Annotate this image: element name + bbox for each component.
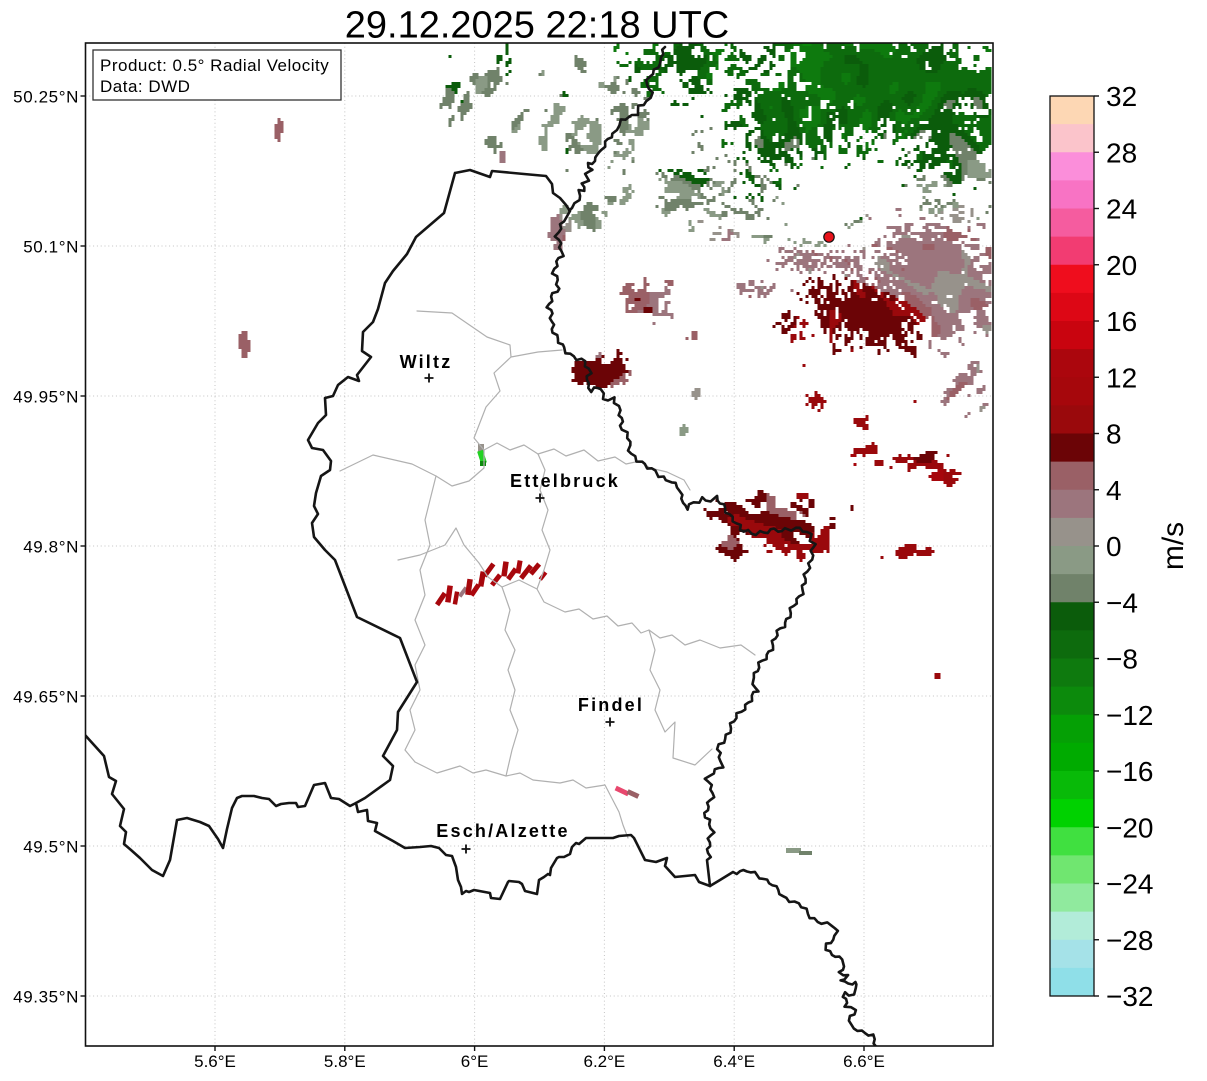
svg-text:4: 4 [1106, 475, 1122, 506]
svg-text:20: 20 [1106, 250, 1137, 281]
svg-text:49.35°N: 49.35°N [13, 988, 79, 1007]
svg-text:29.12.2025 22:18 UTC: 29.12.2025 22:18 UTC [345, 5, 730, 47]
svg-text:12: 12 [1106, 362, 1137, 393]
svg-text:49.8°N: 49.8°N [23, 538, 79, 557]
svg-text:6.2°E: 6.2°E [584, 1052, 626, 1071]
svg-text:6.4°E: 6.4°E [713, 1052, 755, 1071]
svg-text:28: 28 [1106, 137, 1137, 168]
svg-text:5.8°E: 5.8°E [324, 1052, 366, 1071]
svg-text:−32: −32 [1106, 981, 1154, 1012]
svg-text:16: 16 [1106, 306, 1137, 337]
svg-text:6.6°E: 6.6°E [843, 1052, 885, 1071]
svg-text:Findel: Findel [578, 695, 644, 715]
svg-text:Esch/Alzette: Esch/Alzette [436, 821, 569, 841]
svg-text:6°E: 6°E [461, 1052, 489, 1071]
svg-text:Ettelbruck: Ettelbruck [510, 471, 620, 491]
svg-text:49.65°N: 49.65°N [13, 688, 79, 707]
svg-text:50.1°N: 50.1°N [23, 238, 79, 257]
svg-text:8: 8 [1106, 419, 1122, 450]
svg-text:24: 24 [1106, 194, 1137, 225]
svg-text:Wiltz: Wiltz [400, 352, 453, 372]
svg-text:32: 32 [1106, 81, 1137, 112]
svg-text:−8: −8 [1106, 644, 1138, 675]
svg-text:−16: −16 [1106, 756, 1154, 787]
svg-text:−28: −28 [1106, 925, 1154, 956]
svg-text:49.5°N: 49.5°N [23, 838, 79, 857]
svg-text:Data: DWD: Data: DWD [100, 77, 190, 96]
svg-text:5.6°E: 5.6°E [194, 1052, 236, 1071]
svg-text:m/s: m/s [1157, 522, 1190, 570]
svg-text:−20: −20 [1106, 812, 1154, 843]
svg-text:49.95°N: 49.95°N [13, 388, 79, 407]
svg-text:0: 0 [1106, 531, 1122, 562]
svg-text:−4: −4 [1106, 587, 1138, 618]
svg-text:50.25°N: 50.25°N [13, 88, 79, 107]
svg-text:−12: −12 [1106, 700, 1154, 731]
svg-text:−24: −24 [1106, 869, 1154, 900]
svg-text:Product: 0.5° Radial Velocity: Product: 0.5° Radial Velocity [100, 56, 329, 75]
